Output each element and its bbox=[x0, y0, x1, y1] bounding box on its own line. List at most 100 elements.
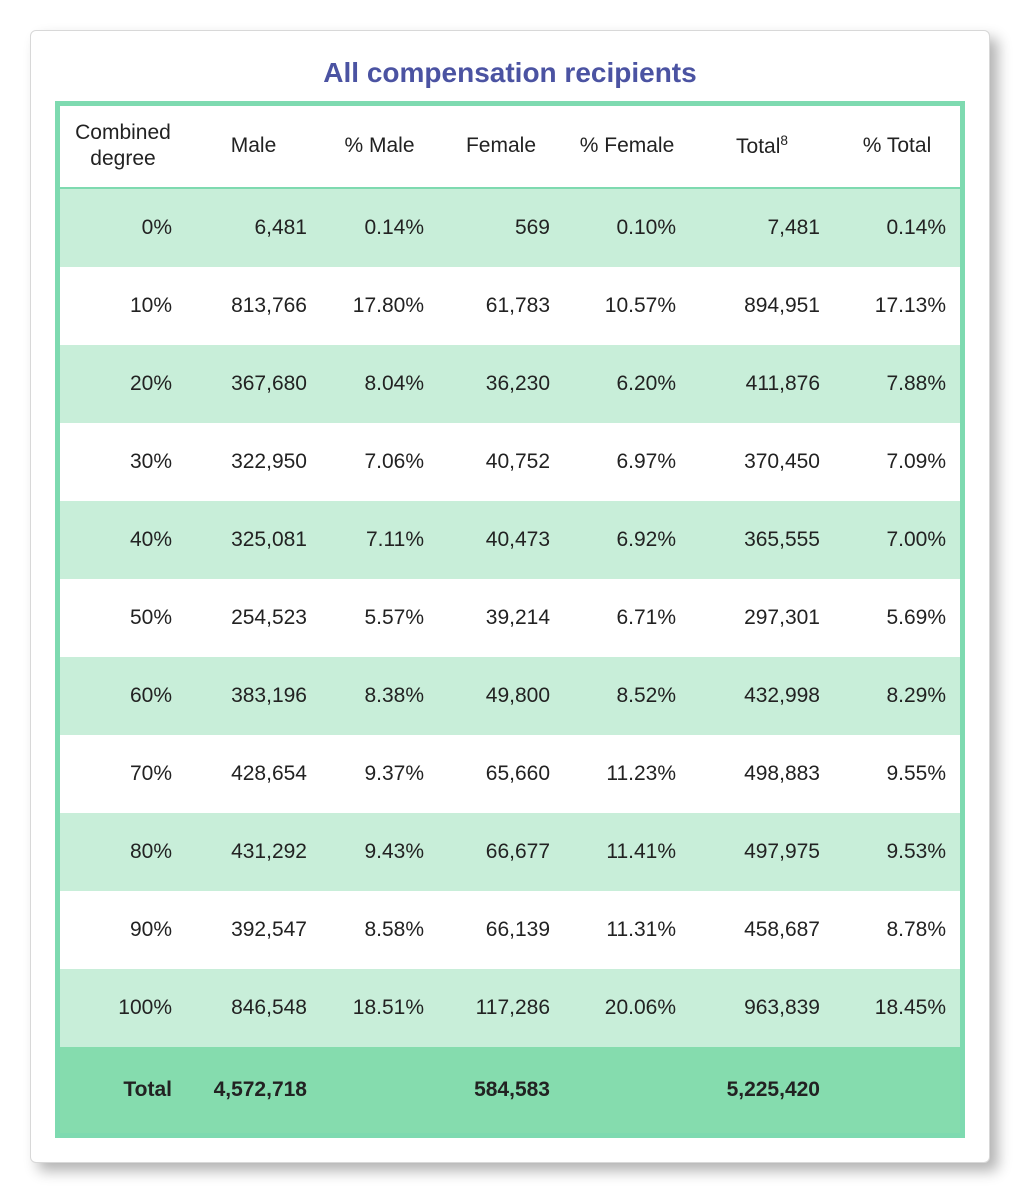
table-row: 0%6,4810.14%5690.10%7,4810.14% bbox=[60, 188, 960, 267]
col-header-ptotal: % Total bbox=[834, 106, 960, 188]
cell-total: 365,555 bbox=[690, 501, 834, 579]
cell-total: 411,876 bbox=[690, 345, 834, 423]
cell-total: 7,481 bbox=[690, 188, 834, 267]
table-row: 40%325,0817.11%40,4736.92%365,5557.00% bbox=[60, 501, 960, 579]
cell-female: 40,752 bbox=[438, 423, 564, 501]
cell-total: 458,687 bbox=[690, 891, 834, 969]
cell-pfemale: 11.31% bbox=[564, 891, 690, 969]
cell-pfemale: 6.92% bbox=[564, 501, 690, 579]
cell-male: 254,523 bbox=[186, 579, 321, 657]
col-header-combined-line2: degree bbox=[90, 147, 155, 170]
cell-combined: 30% bbox=[60, 423, 186, 501]
header-row: Combined degree Male % Male Female % Fem… bbox=[60, 106, 960, 188]
cell-total: 894,951 bbox=[690, 267, 834, 345]
cell-pfemale: 10.57% bbox=[564, 267, 690, 345]
cell-female: 569 bbox=[438, 188, 564, 267]
cell-combined: 70% bbox=[60, 735, 186, 813]
col-header-total: Total8 bbox=[690, 106, 834, 188]
cell-combined: 10% bbox=[60, 267, 186, 345]
cell-female: 39,214 bbox=[438, 579, 564, 657]
cell-male: 6,481 bbox=[186, 188, 321, 267]
cell-male: 325,081 bbox=[186, 501, 321, 579]
col-header-combined: Combined degree bbox=[60, 106, 186, 188]
cell-female: 66,677 bbox=[438, 813, 564, 891]
col-header-combined-line1: Combined bbox=[75, 121, 171, 144]
cell-pmale: 7.06% bbox=[321, 423, 438, 501]
table-row: 70%428,6549.37%65,66011.23%498,8839.55% bbox=[60, 735, 960, 813]
cell-ptotal: 0.14% bbox=[834, 188, 960, 267]
cell-pmale: 5.57% bbox=[321, 579, 438, 657]
table-row: 80%431,2929.43%66,67711.41%497,9759.53% bbox=[60, 813, 960, 891]
cell-male: 383,196 bbox=[186, 657, 321, 735]
cell-pmale: 9.43% bbox=[321, 813, 438, 891]
cell-pmale: 18.51% bbox=[321, 969, 438, 1047]
cell-pmale: 7.11% bbox=[321, 501, 438, 579]
cell-pfemale: 11.41% bbox=[564, 813, 690, 891]
cell-ptotal: 5.69% bbox=[834, 579, 960, 657]
table-title: All compensation recipients bbox=[55, 57, 965, 89]
cell-pfemale: 6.97% bbox=[564, 423, 690, 501]
cell-ptotal: 9.53% bbox=[834, 813, 960, 891]
cell-combined: 20% bbox=[60, 345, 186, 423]
col-header-total-sup: 8 bbox=[780, 133, 788, 148]
table-row: 100%846,54818.51%117,28620.06%963,83918.… bbox=[60, 969, 960, 1047]
cell-pmale: 8.58% bbox=[321, 891, 438, 969]
cell-total: 497,975 bbox=[690, 813, 834, 891]
col-header-pfemale: % Female bbox=[564, 106, 690, 188]
cell-pfemale: 6.20% bbox=[564, 345, 690, 423]
cell-ptotal: 7.09% bbox=[834, 423, 960, 501]
compensation-table: Combined degree Male % Male Female % Fem… bbox=[60, 106, 960, 1133]
cell-ptotal: 8.78% bbox=[834, 891, 960, 969]
table-body: 0%6,4810.14%5690.10%7,4810.14%10%813,766… bbox=[60, 188, 960, 1133]
cell-combined: 40% bbox=[60, 501, 186, 579]
cell-pmale: 17.80% bbox=[321, 267, 438, 345]
cell-pmale: 0.14% bbox=[321, 188, 438, 267]
cell-combined: 80% bbox=[60, 813, 186, 891]
cell-pmale: 9.37% bbox=[321, 735, 438, 813]
cell-ptotal: 17.13% bbox=[834, 267, 960, 345]
col-header-male: Male bbox=[186, 106, 321, 188]
cell-male: 367,680 bbox=[186, 345, 321, 423]
cell-female: 40,473 bbox=[438, 501, 564, 579]
cell-ptotal: 9.55% bbox=[834, 735, 960, 813]
table-card: All compensation recipients Combined deg… bbox=[30, 30, 990, 1163]
cell-total: 432,998 bbox=[690, 657, 834, 735]
cell-female: 66,139 bbox=[438, 891, 564, 969]
col-header-female: Female bbox=[438, 106, 564, 188]
table-row: 10%813,76617.80%61,78310.57%894,95117.13… bbox=[60, 267, 960, 345]
cell-pfemale: 6.71% bbox=[564, 579, 690, 657]
cell-pfemale: 0.10% bbox=[564, 188, 690, 267]
cell-pmale: 8.04% bbox=[321, 345, 438, 423]
cell-male: 428,654 bbox=[186, 735, 321, 813]
col-header-total-label: Total bbox=[736, 135, 780, 158]
cell-ptotal: 8.29% bbox=[834, 657, 960, 735]
cell-total: 963,839 bbox=[690, 969, 834, 1047]
table-row: 30%322,9507.06%40,7526.97%370,4507.09% bbox=[60, 423, 960, 501]
cell-female: 49,800 bbox=[438, 657, 564, 735]
cell-combined: 60% bbox=[60, 657, 186, 735]
cell-total: 297,301 bbox=[690, 579, 834, 657]
cell-male: 813,766 bbox=[186, 267, 321, 345]
cell-combined: 0% bbox=[60, 188, 186, 267]
cell-pmale: 8.38% bbox=[321, 657, 438, 735]
table-row: 60%383,1968.38%49,8008.52%432,9988.29% bbox=[60, 657, 960, 735]
cell-pfemale: 20.06% bbox=[564, 969, 690, 1047]
cell-male: 322,950 bbox=[186, 423, 321, 501]
cell-combined: 100% bbox=[60, 969, 186, 1047]
table-wrap: Combined degree Male % Male Female % Fem… bbox=[55, 101, 965, 1138]
col-header-pmale: % Male bbox=[321, 106, 438, 188]
table-header: Combined degree Male % Male Female % Fem… bbox=[60, 106, 960, 188]
cell-combined: 50% bbox=[60, 579, 186, 657]
cell-pfemale: 8.52% bbox=[564, 657, 690, 735]
cell-female: 61,783 bbox=[438, 267, 564, 345]
table-row: 90%392,5478.58%66,13911.31%458,6878.78% bbox=[60, 891, 960, 969]
cell-total: 498,883 bbox=[690, 735, 834, 813]
cell-male: 846,548 bbox=[186, 969, 321, 1047]
table-row: 50%254,5235.57%39,2146.71%297,3015.69% bbox=[60, 579, 960, 657]
table-row: 20%367,6808.04%36,2306.20%411,8767.88% bbox=[60, 345, 960, 423]
cell-total: 370,450 bbox=[690, 423, 834, 501]
cell-ptotal: 7.88% bbox=[834, 345, 960, 423]
cell-male: 392,547 bbox=[186, 891, 321, 969]
cell-male: 431,292 bbox=[186, 813, 321, 891]
cell-ptotal: 18.45% bbox=[834, 969, 960, 1047]
